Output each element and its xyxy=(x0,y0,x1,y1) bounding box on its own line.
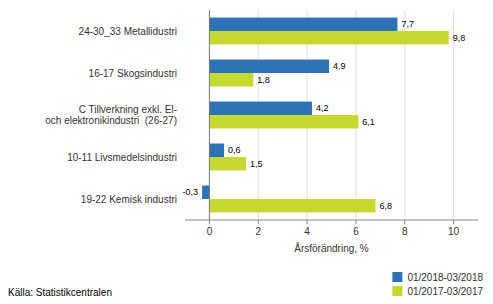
tick-mark xyxy=(209,220,210,224)
category-label: 19-22 Kemisk industri xyxy=(81,194,177,205)
tick-label: 6 xyxy=(353,226,359,237)
legend-label: 01/2017-03/2017 xyxy=(407,286,483,297)
category-label: 16-17 Skogsindustri xyxy=(89,68,177,79)
x-axis-label: Årsförändring, % xyxy=(294,242,369,254)
bar xyxy=(209,144,224,157)
category-label-line: C Tillverkning exkl. El- xyxy=(79,104,177,115)
tick-mark xyxy=(355,220,356,224)
tick-label: 10 xyxy=(448,226,460,237)
data-label: 1,8 xyxy=(257,75,270,85)
data-label: -0,3 xyxy=(183,187,199,197)
grid-line xyxy=(209,10,210,220)
bar xyxy=(209,115,358,128)
data-label: 4,2 xyxy=(316,103,329,113)
x-axis-line xyxy=(185,220,478,221)
bar xyxy=(209,60,329,73)
category-label-line: och elektronikindustri (26-27) xyxy=(45,115,177,126)
tick-label: 8 xyxy=(402,226,408,237)
data-label: 7,7 xyxy=(401,19,414,29)
tick-label: 4 xyxy=(304,226,310,237)
bar xyxy=(209,157,246,170)
bar xyxy=(209,73,253,86)
chart-container: 0 2 4 6 8 10 -0,3 0,6 4,2 4,9 7,7 6,8 1,5 6,1 1,8 9,8 19… xyxy=(0,0,493,304)
tick-mark xyxy=(404,220,405,224)
category-label-line: 16-17 Skogsindustri xyxy=(89,68,177,79)
category-label-line: 24-30_33 Metallidustri xyxy=(79,26,177,37)
category-label-line: 19-22 Kemisk industri xyxy=(81,194,177,205)
bars xyxy=(202,18,449,213)
category-label: C Tillverkning exkl. El-och elektronikin… xyxy=(45,104,177,126)
bar xyxy=(209,31,448,44)
data-label: 6,1 xyxy=(362,117,375,127)
tick-mark xyxy=(307,220,308,224)
bar xyxy=(209,102,312,115)
bar xyxy=(202,186,209,199)
chart-svg: 0 2 4 6 8 10 -0,3 0,6 4,2 4,9 7,7 6,8 1,5 6,1 1,8 9,8 19… xyxy=(0,0,493,304)
tick-label: 2 xyxy=(255,226,261,237)
bar xyxy=(209,199,375,212)
zero-line xyxy=(209,10,210,220)
tick-label: 0 xyxy=(207,226,213,237)
data-label: 4,9 xyxy=(333,61,346,71)
category-label: 10-11 Livsmedelsindustri xyxy=(67,152,177,163)
tick-mark xyxy=(453,220,454,224)
category-label-line: 10-11 Livsmedelsindustri xyxy=(67,152,177,163)
legend-swatch xyxy=(392,286,402,296)
data-label: 1,5 xyxy=(250,159,263,169)
data-label: 9,8 xyxy=(453,33,466,43)
bar xyxy=(209,18,397,31)
category-label: 24-30_33 Metallidustri xyxy=(79,26,177,37)
grid xyxy=(209,10,453,220)
source-note: Källa: Statistikcentralen xyxy=(8,287,112,298)
legend-swatch xyxy=(392,272,402,282)
data-labels: -0,3 0,6 4,2 4,9 7,7 6,8 1,5 6,1 1,8 9,8 xyxy=(183,19,466,210)
legend: 01/2018-03/2018 01/2017-03/2017 xyxy=(392,272,483,297)
data-label: 6,8 xyxy=(379,201,392,211)
legend-label: 01/2018-03/2018 xyxy=(407,272,483,283)
data-label: 0,6 xyxy=(228,145,241,155)
tick-mark xyxy=(258,220,259,224)
